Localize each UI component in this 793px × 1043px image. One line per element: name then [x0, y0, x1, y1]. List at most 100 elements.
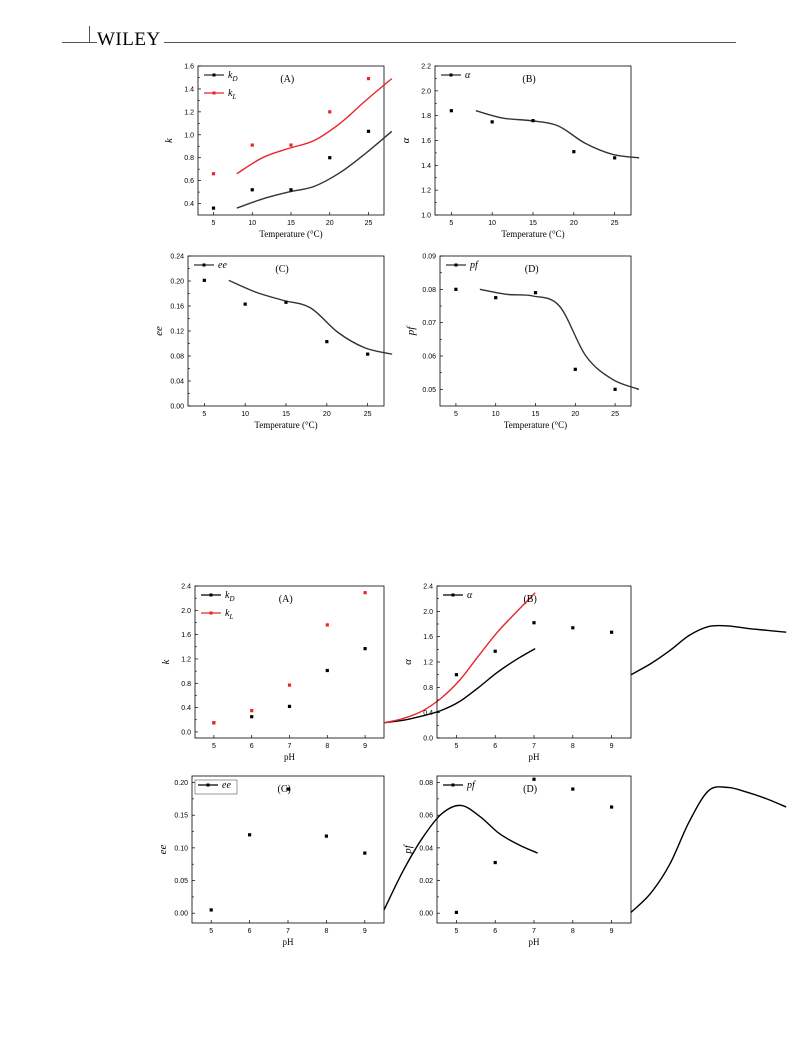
data-point: [202, 278, 206, 282]
y-tick-label: 0.06: [422, 354, 436, 361]
data-point: [366, 129, 371, 133]
plot-frame: [194, 585, 385, 739]
chart-temp-ee: 0.00 0.04 0.08 0.12 0.16 0.20 0.24 5 10 15 20 25 Tem…: [140, 250, 393, 446]
series-line: [383, 592, 536, 724]
data-point: [328, 156, 332, 160]
y-tick-label: 0.04: [419, 845, 433, 852]
y-axis-title: α: [402, 659, 414, 665]
x-tick-label: 6: [250, 743, 254, 750]
data-point: [363, 851, 367, 855]
legend-label: α: [467, 590, 473, 601]
panel-label: (D): [525, 264, 539, 275]
x-tick-label: 15: [529, 220, 537, 227]
x-tick-label: 5: [454, 928, 458, 935]
legend-marker: [209, 593, 213, 597]
series-line: [630, 786, 787, 913]
x-tick-label: 6: [248, 928, 252, 935]
chart-svg: 0.0 0.4 0.8 1.2 1.6 2.0 2.4 5 6 7 8 9 pH k (A) kD kL: [160, 584, 536, 762]
data-point: [287, 683, 292, 687]
panel-label: (C): [277, 784, 290, 795]
y-axis-title: k: [163, 137, 175, 143]
x-tick-label: 8: [324, 928, 328, 935]
data-point: [363, 591, 367, 595]
y-tick-label: 0.10: [174, 845, 188, 852]
y-tick-label: 0.06: [419, 813, 433, 820]
y-axis-title: pf: [402, 843, 414, 855]
y-tick-label: 1.2: [423, 660, 433, 667]
y-tick-label: 1.6: [181, 632, 191, 639]
data-point: [250, 715, 254, 719]
y-axis-title: α: [400, 137, 412, 143]
x-tick-label: 5: [212, 220, 216, 227]
series-line: [475, 110, 640, 159]
data-point: [613, 156, 617, 160]
data-point: [532, 621, 536, 625]
header-rule: [62, 42, 736, 43]
data-point: [454, 910, 458, 914]
data-point: [212, 721, 216, 725]
x-tick-label: 10: [492, 411, 500, 418]
x-tick-label: 25: [365, 220, 373, 227]
y-tick-label: 0.09: [422, 254, 436, 261]
plot-frame: [436, 775, 632, 924]
y-tick-label: 2.0: [421, 88, 431, 95]
legend-marker: [212, 73, 216, 77]
series-line: [383, 804, 538, 911]
y-tick-label: 2.2: [421, 64, 431, 71]
data-point: [250, 188, 254, 192]
panel-label: (B): [522, 74, 535, 85]
y-tick-label: 0.05: [422, 387, 436, 394]
legend-box: [194, 779, 238, 795]
y-tick-label: 1.6: [423, 634, 433, 641]
y-tick-label: 0.00: [170, 404, 184, 411]
chart-svg: 0.00 0.04 0.08 0.12 0.16 0.20 0.24 5 10 15 20 25 Tem…: [153, 254, 393, 430]
data-point: [211, 206, 216, 210]
data-point: [533, 291, 538, 295]
data-point: [250, 709, 254, 713]
data-point: [284, 300, 288, 304]
x-tick-label: 8: [325, 743, 329, 750]
data-point: [324, 834, 328, 838]
data-point: [571, 787, 575, 791]
data-point: [493, 649, 497, 653]
data-point: [610, 630, 614, 634]
series-line: [383, 648, 536, 724]
x-tick-label: 20: [323, 411, 331, 418]
x-tick-label: 9: [363, 928, 367, 935]
x-tick-label: 6: [493, 743, 497, 750]
data-point: [325, 340, 329, 344]
data-point: [325, 623, 329, 627]
x-tick-label: 9: [363, 743, 367, 750]
y-tick-label: 0.4: [181, 705, 191, 712]
x-tick-label: 25: [364, 411, 372, 418]
x-tick-label: 20: [570, 220, 578, 227]
chart-temp-k: 0.4 0.6 0.8 1.0 1.2 1.4 1.6 5 10 15 20 25 Temperatur…: [150, 60, 393, 255]
chart-ph-alpha: 0.0 0.4 0.8 1.2 1.6 2.0 2.4 5 6 7 8 9 pH α (B) α: [397, 580, 787, 770]
x-tick-label: 20: [571, 411, 579, 418]
chart-svg: 0.4 0.6 0.8 1.0 1.2 1.4 1.6 5 10 15 20 25 Temperatur…: [163, 64, 393, 239]
series-line: [236, 78, 393, 175]
y-tick-label: 1.2: [181, 656, 191, 663]
y-tick-label: 1.4: [421, 163, 431, 170]
x-tick-label: 10: [241, 411, 249, 418]
data-point: [490, 120, 494, 124]
series-line: [228, 279, 393, 355]
plot-frame: [436, 585, 632, 739]
plot-frame: [434, 65, 632, 216]
y-tick-label: 1.6: [421, 138, 431, 145]
y-tick-label: 1.2: [184, 109, 194, 116]
y-tick-label: 1.2: [421, 188, 431, 195]
panel-label: (A): [279, 594, 293, 605]
y-tick-label: 0.20: [174, 780, 188, 787]
data-point: [325, 668, 329, 673]
x-tick-label: 5: [212, 743, 216, 750]
data-point: [366, 352, 370, 356]
data-point: [328, 110, 332, 114]
data-point: [610, 805, 614, 809]
legend-marker: [451, 593, 455, 597]
x-tick-label: 5: [202, 411, 206, 418]
y-tick-label: 0.16: [170, 304, 184, 311]
data-point: [454, 287, 458, 291]
x-tick-label: 5: [454, 743, 458, 750]
panel-label: (D): [523, 784, 537, 795]
